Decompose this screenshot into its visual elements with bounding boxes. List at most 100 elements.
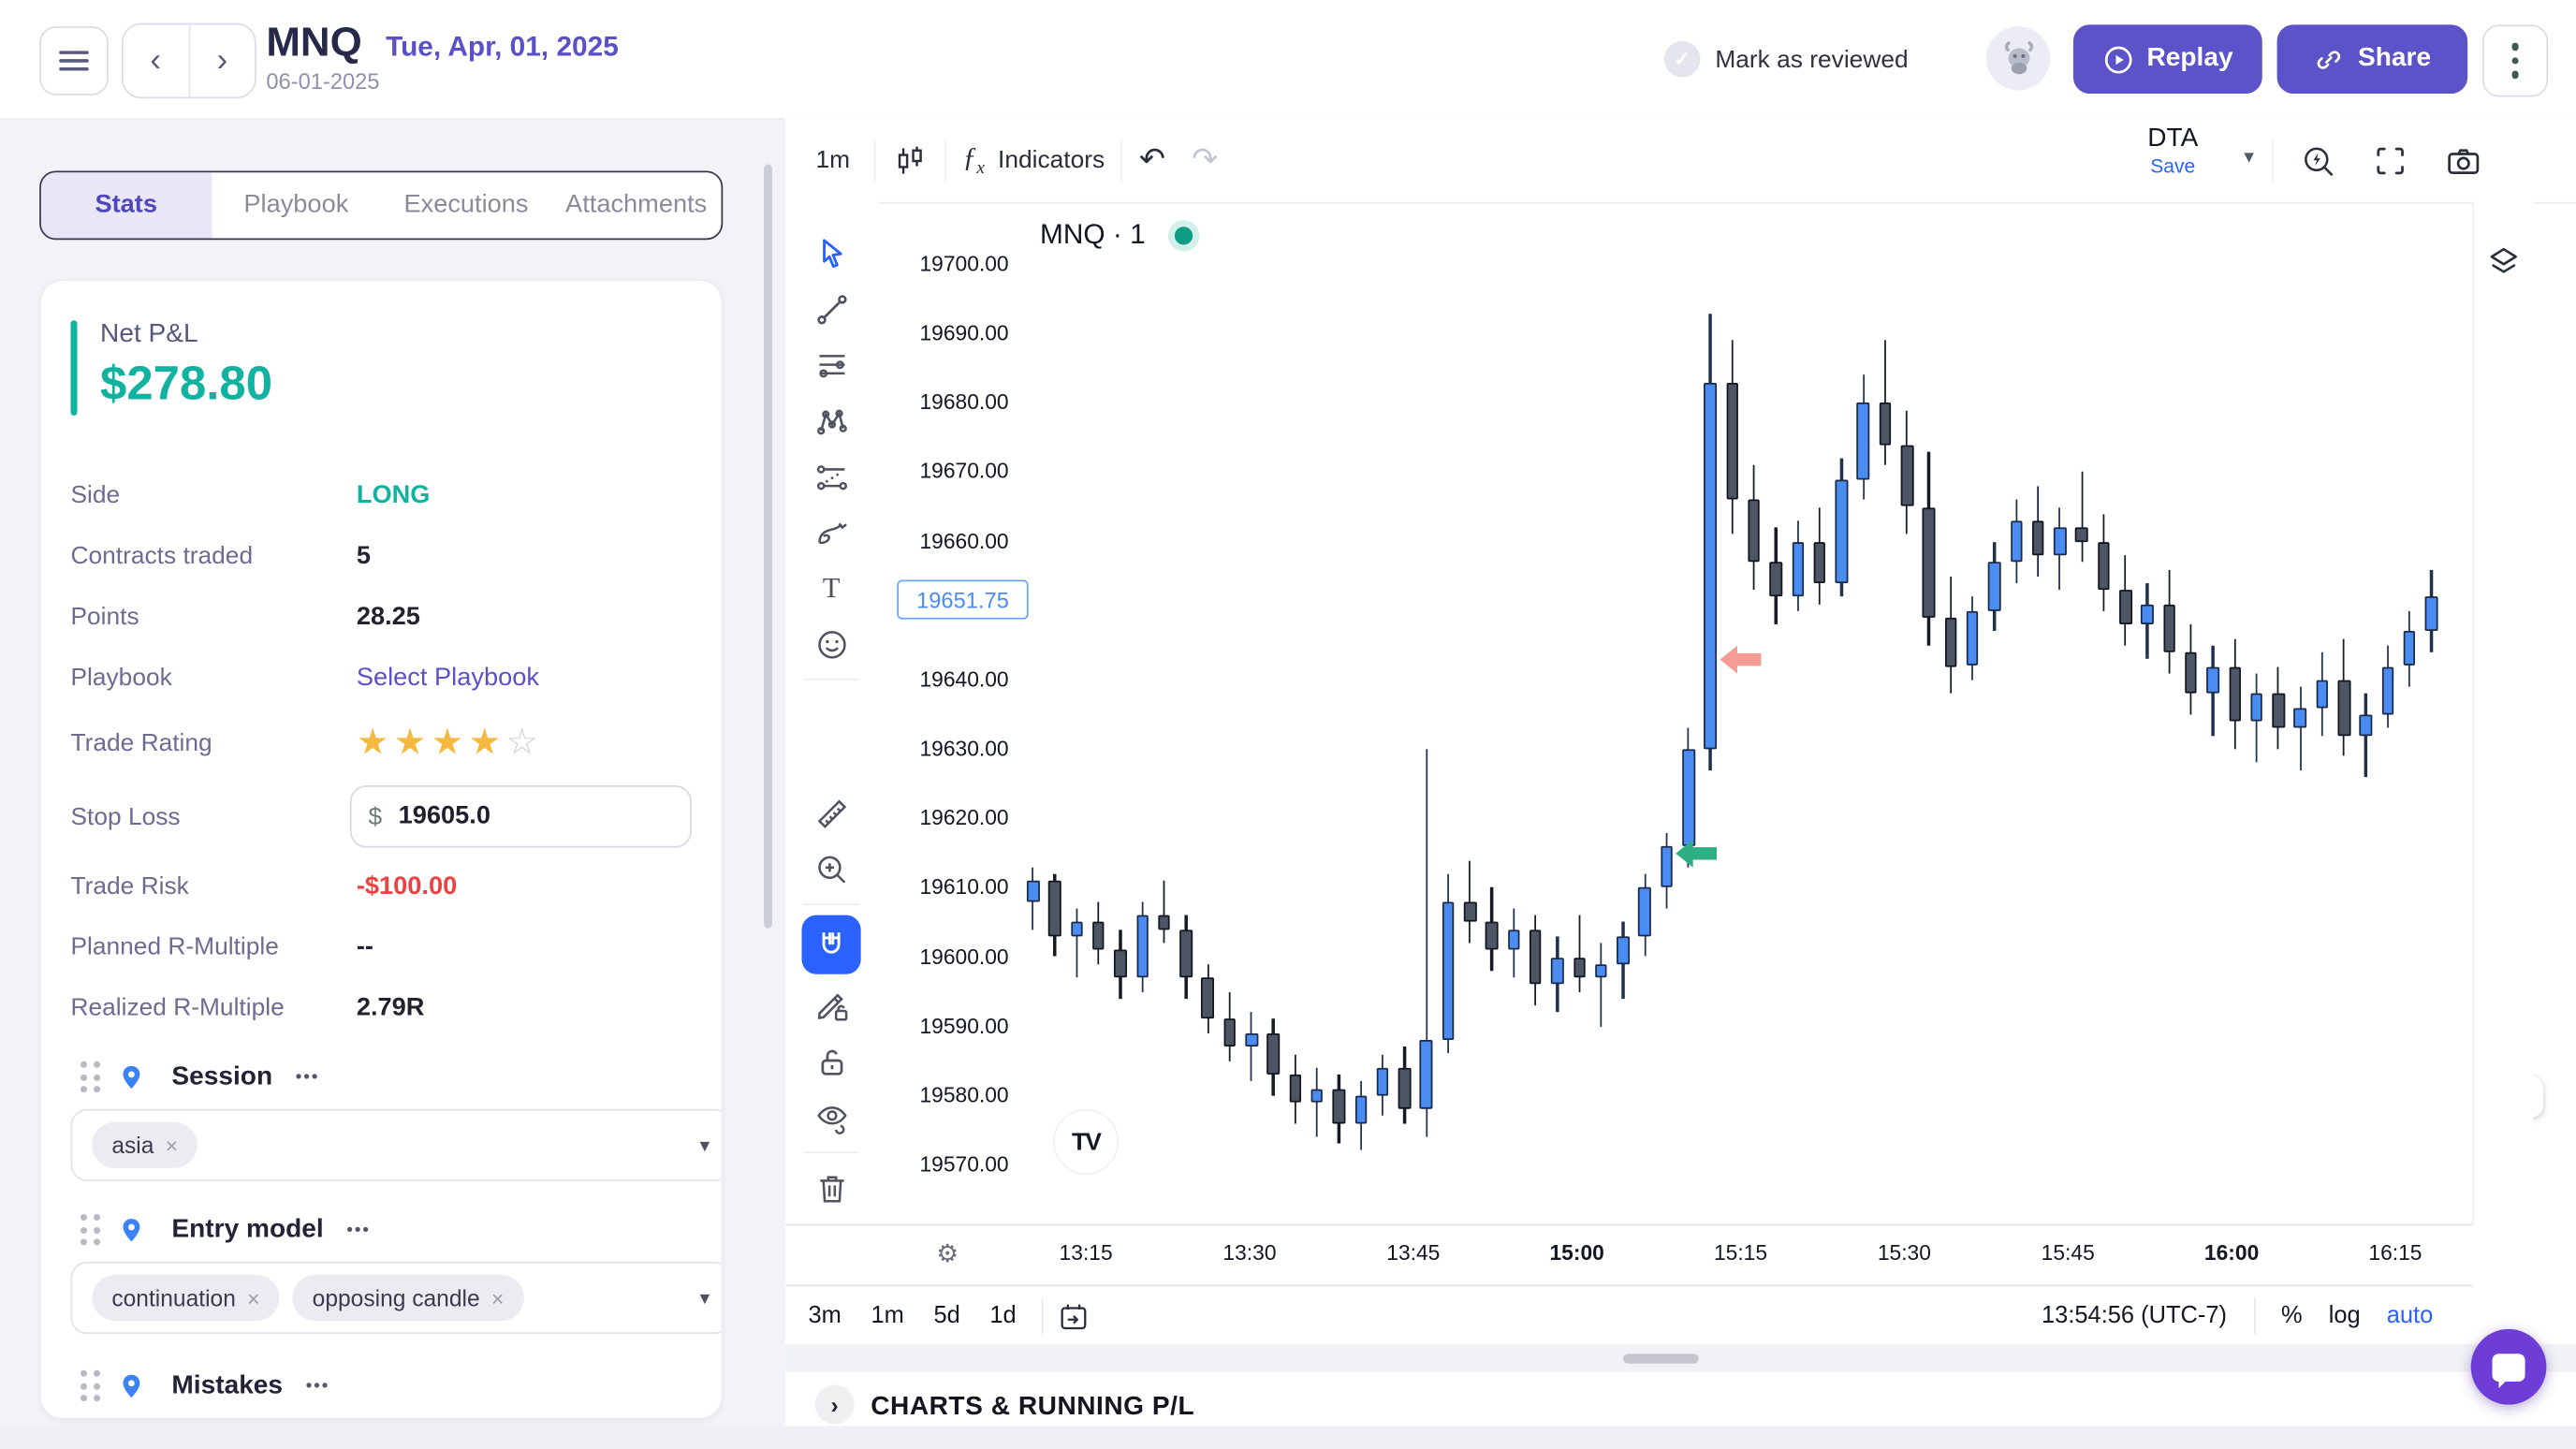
zoom-in-tool-button[interactable] [800,842,863,898]
time-axis[interactable]: ⚙ 13:15 13:30 13:45 15:00 15:15 15:30 15:45 16:… [784,1223,2473,1287]
auto-scale-button[interactable]: auto [2386,1302,2434,1329]
log-scale-button[interactable]: log [2328,1302,2361,1329]
time-tick: 13:30 [1222,1240,1277,1266]
avatar[interactable] [1985,26,2051,91]
price-tick: 19700.00 [919,251,1009,276]
candle [2206,666,2219,695]
candle [2228,666,2241,722]
chat-widget-button[interactable] [2470,1328,2547,1405]
price-tick: 19570.00 [919,1151,1009,1177]
layout-button[interactable]: DTA Save [2147,124,2198,177]
price-tick: 19670.00 [919,459,1009,484]
candle [1725,382,1739,501]
candle [1398,1067,1411,1110]
undo-button[interactable]: ↶ [1139,142,1165,178]
tab-playbook[interactable]: Playbook [243,190,349,219]
object-tree-button[interactable] [2484,242,2524,281]
measure-tool-button[interactable] [800,785,863,842]
cursor-tool-button[interactable] [800,225,863,281]
drag-handle-icon[interactable] [80,1061,100,1093]
drag-handle-icon[interactable] [80,1369,100,1402]
footer-strip [0,1426,2576,1449]
redo-button[interactable]: ↷ [1192,142,1219,178]
horizontal-lines-tool-button[interactable] [800,337,863,393]
percent-scale-button[interactable]: % [2280,1302,2303,1329]
candle-wick [1577,915,1581,992]
candlestick-plot[interactable]: MNQ · 1 TV » [1018,202,2543,1224]
title-block: MNQ Tue, Apr, 01, 2025 06-01-2025 [266,20,619,94]
session-title: Session [171,1061,273,1090]
mistakes-menu-button[interactable]: ••• [305,1375,330,1396]
save-layout-button[interactable]: Save [2150,154,2196,178]
chip-close-icon[interactable]: × [165,1133,179,1158]
more-menu-button[interactable] [2481,24,2549,97]
candle [1748,500,1761,563]
projection-tool-button[interactable] [800,448,863,505]
camera-button[interactable] [2432,130,2495,193]
chip-close-icon[interactable]: × [490,1285,505,1310]
go-to-date-button[interactable] [1056,1298,1090,1333]
session-menu-button[interactable]: ••• [295,1066,320,1087]
tab-executions[interactable]: Executions [403,190,529,219]
next-trade-button[interactable]: › [190,24,255,96]
lock-all-button[interactable] [800,1033,863,1090]
price-tick: 19590.00 [919,1013,1009,1038]
expand-section-button[interactable]: › [814,1384,855,1425]
quick-search-button[interactable] [2287,130,2349,193]
remove-drawings-button[interactable] [800,1160,863,1216]
indicators-button[interactable]: ƒx Indicators [962,141,1105,178]
candle [2293,708,2306,729]
price-tick: 19680.00 [919,389,1009,415]
stat-row-rating: Trade Rating ★★★★☆ [70,708,691,777]
text-tool-button[interactable]: T [800,560,863,616]
range-5d-button[interactable]: 5d [933,1302,960,1329]
magnet-mode-button[interactable] [801,915,861,974]
drawing-lock-button[interactable] [800,977,863,1033]
map-pin-icon [122,1373,139,1398]
chart-panel: 1m ƒx Indicators ↶ ↷ DTA Save ▾ [784,118,2576,1449]
menu-button[interactable] [39,26,109,95]
tab-attachments[interactable]: Attachments [565,190,708,219]
price-axis[interactable]: 19700.00 19690.00 19680.00 19670.00 19660.00… [887,202,1009,1224]
hide-drawings-button[interactable] [800,1090,863,1146]
candle [1856,402,1870,479]
select-playbook-link[interactable]: Select Playbook [356,663,539,692]
prev-trade-button[interactable]: ‹ [124,24,190,97]
fib-lines-icon [818,354,844,377]
gear-icon[interactable]: ⚙ [936,1240,959,1268]
emoji-tool-button[interactable] [800,616,863,672]
share-label: Share [2358,44,2432,73]
trade-rating-stars[interactable]: ★★★★☆ [357,721,543,764]
session-select[interactable]: asia × ▾ [70,1108,722,1181]
candle [2424,596,2438,632]
range-1m-button[interactable]: 1m [871,1302,904,1329]
share-button[interactable]: Share [2276,24,2468,95]
trend-line-tool-button[interactable] [800,281,863,337]
resize-handle[interactable] [1623,1354,1699,1364]
entry-model-menu-button[interactable]: ••• [346,1220,371,1240]
drag-handle-icon[interactable] [80,1214,100,1246]
candle-wick [1425,749,1427,1137]
stop-loss-input[interactable] [395,799,616,833]
chip-close-icon[interactable]: × [247,1285,260,1310]
range-3m-button[interactable]: 3m [808,1302,842,1329]
magnet-icon [822,932,841,954]
replay-button[interactable]: Replay [2072,24,2262,95]
candle [2054,527,2067,556]
price-tick: 19690.00 [919,320,1009,345]
mark-as-reviewed[interactable]: ✓ Mark as reviewed [1663,40,1909,78]
stat-row-playbook: Playbook Select Playbook [70,648,691,709]
candles-style-button[interactable] [892,142,929,179]
clock-label[interactable]: 13:54:56 (UTC-7) [2042,1302,2228,1329]
session-section-header: Session ••• [70,1061,691,1093]
candle-wick [2080,472,2084,563]
interval-button[interactable]: 1m [815,146,851,175]
entry-model-select[interactable]: continuation × opposing candle × ▾ [70,1261,722,1335]
panel-scrollbar[interactable] [764,164,772,929]
layout-caret-icon[interactable]: ▾ [2244,144,2254,168]
tab-stats[interactable]: Stats [40,172,212,239]
brush-tool-button[interactable] [800,505,863,561]
fullscreen-button[interactable] [2359,130,2422,193]
range-1d-button[interactable]: 1d [989,1302,1017,1329]
pattern-tool-button[interactable] [800,392,863,448]
